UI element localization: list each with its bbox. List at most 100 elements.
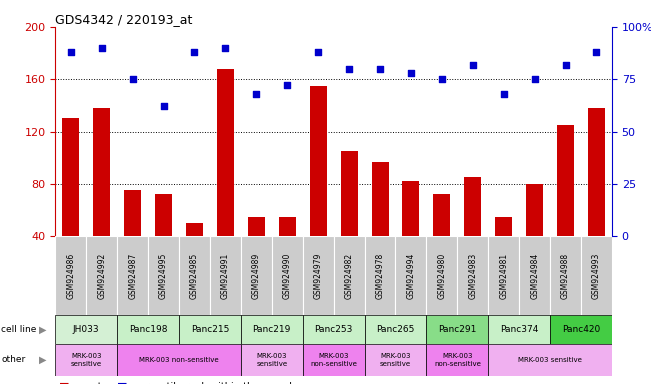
Bar — [495, 217, 512, 236]
Text: count: count — [75, 382, 102, 384]
Text: GSM924987: GSM924987 — [128, 252, 137, 299]
Text: ■: ■ — [117, 382, 128, 384]
Text: Panc374: Panc374 — [500, 325, 538, 334]
Point — [561, 61, 571, 68]
Text: other: other — [1, 356, 25, 364]
Text: JH033: JH033 — [73, 325, 100, 334]
Bar — [248, 217, 265, 236]
Bar — [365, 315, 426, 344]
Bar — [55, 344, 117, 376]
Bar — [519, 236, 550, 315]
Bar — [434, 194, 450, 236]
Bar — [488, 315, 550, 344]
Bar — [365, 236, 395, 315]
Bar — [365, 344, 426, 376]
Bar — [333, 236, 365, 315]
Text: GSM924983: GSM924983 — [468, 252, 477, 299]
Point — [128, 76, 138, 82]
Bar — [93, 108, 110, 236]
Bar — [210, 236, 241, 315]
Point — [529, 76, 540, 82]
Text: ▶: ▶ — [39, 324, 47, 334]
Point — [282, 83, 292, 89]
Bar — [148, 236, 179, 315]
Text: GSM924982: GSM924982 — [344, 252, 353, 299]
Bar — [488, 236, 519, 315]
Bar — [581, 236, 612, 315]
Text: GSM924990: GSM924990 — [283, 252, 292, 299]
Bar — [179, 315, 241, 344]
Text: MRK-003
sensitive: MRK-003 sensitive — [256, 354, 287, 366]
Text: percentile rank within the sample: percentile rank within the sample — [133, 382, 298, 384]
Bar — [395, 236, 426, 315]
Point — [406, 70, 416, 76]
Point — [375, 66, 385, 72]
Bar — [340, 151, 357, 236]
Text: GDS4342 / 220193_at: GDS4342 / 220193_at — [55, 13, 193, 26]
Text: GSM924984: GSM924984 — [530, 252, 539, 299]
Bar — [426, 315, 488, 344]
Bar — [488, 344, 612, 376]
Bar — [588, 108, 605, 236]
Bar — [550, 315, 612, 344]
Bar — [241, 236, 271, 315]
Text: GSM924981: GSM924981 — [499, 252, 508, 299]
Bar — [550, 236, 581, 315]
Point — [344, 66, 354, 72]
Text: GSM924978: GSM924978 — [376, 252, 385, 299]
Point — [96, 45, 107, 51]
Bar — [117, 315, 179, 344]
Text: Panc253: Panc253 — [314, 325, 353, 334]
Text: MRK-003 sensitive: MRK-003 sensitive — [518, 357, 582, 363]
Text: Panc198: Panc198 — [129, 325, 167, 334]
Text: GSM924985: GSM924985 — [190, 252, 199, 299]
Text: GSM924993: GSM924993 — [592, 252, 601, 299]
Bar — [310, 86, 327, 236]
Text: Panc265: Panc265 — [376, 325, 415, 334]
Point — [591, 49, 602, 55]
Text: ■: ■ — [59, 382, 69, 384]
Text: MRK-003
sensitive: MRK-003 sensitive — [380, 354, 411, 366]
Text: GSM924980: GSM924980 — [437, 252, 447, 299]
Text: cell line: cell line — [1, 325, 36, 334]
Bar — [303, 315, 365, 344]
Point — [313, 49, 324, 55]
Text: Panc219: Panc219 — [253, 325, 291, 334]
Bar — [117, 344, 241, 376]
Bar — [241, 344, 303, 376]
Bar — [426, 236, 457, 315]
Point — [189, 49, 200, 55]
Text: GSM924979: GSM924979 — [314, 252, 323, 299]
Point — [499, 91, 509, 97]
Text: GSM924991: GSM924991 — [221, 252, 230, 299]
Point — [467, 61, 478, 68]
Bar — [86, 236, 117, 315]
Bar — [155, 194, 172, 236]
Bar — [303, 344, 365, 376]
Text: Panc291: Panc291 — [438, 325, 477, 334]
Bar — [402, 181, 419, 236]
Text: MRK-003
non-sensitive: MRK-003 non-sensitive — [310, 354, 357, 366]
Text: GSM924986: GSM924986 — [66, 252, 76, 299]
Point — [158, 103, 169, 109]
Point — [66, 49, 76, 55]
Point — [251, 91, 262, 97]
Point — [220, 45, 230, 51]
Bar — [55, 315, 117, 344]
Bar — [241, 315, 303, 344]
Bar — [303, 236, 333, 315]
Bar — [464, 177, 481, 236]
Text: MRK-003
sensitive: MRK-003 sensitive — [71, 354, 102, 366]
Text: GSM924992: GSM924992 — [97, 252, 106, 299]
Bar — [426, 344, 488, 376]
Bar — [179, 236, 210, 315]
Text: ▶: ▶ — [39, 355, 47, 365]
Bar — [557, 125, 574, 236]
Text: GSM924994: GSM924994 — [406, 252, 415, 299]
Bar — [526, 184, 543, 236]
Bar — [124, 190, 141, 236]
Bar — [372, 162, 389, 236]
Bar — [279, 217, 296, 236]
Text: GSM924989: GSM924989 — [252, 252, 261, 299]
Point — [437, 76, 447, 82]
